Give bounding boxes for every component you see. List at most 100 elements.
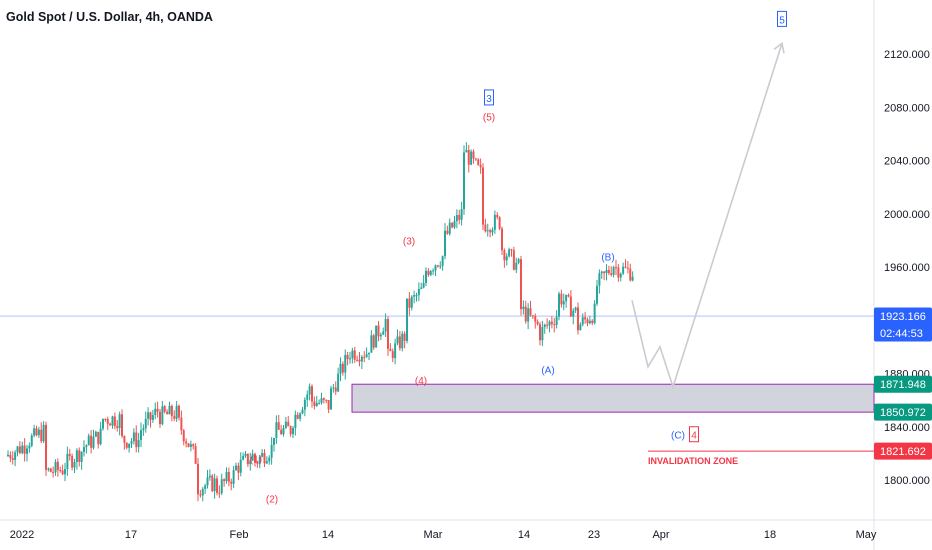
x-tick-label: 2022 <box>10 529 34 541</box>
candle-body <box>365 354 368 358</box>
candle-body <box>543 324 546 328</box>
candle-body <box>337 373 340 392</box>
candle-body <box>427 270 430 275</box>
candle-body <box>192 444 195 447</box>
candle-body <box>577 307 579 331</box>
candle-body <box>270 444 273 458</box>
candle-body <box>161 406 164 425</box>
candle-body <box>460 209 463 220</box>
candle-body <box>617 267 620 278</box>
candle-body <box>116 426 119 428</box>
candle-body <box>470 151 473 165</box>
candle-body <box>477 159 480 165</box>
y-tick-label: 1960.000 <box>884 262 930 274</box>
candle-body <box>334 387 337 392</box>
candle-body <box>379 334 382 337</box>
candle-body <box>26 448 28 454</box>
candle-body <box>432 270 435 272</box>
candle-body <box>391 351 394 359</box>
candle-body <box>491 229 494 233</box>
candle-body <box>624 266 627 268</box>
candle-body <box>75 450 78 463</box>
candle-body <box>277 422 280 430</box>
candle-body <box>322 398 325 400</box>
candle-body <box>52 471 55 473</box>
candle-body <box>33 428 36 436</box>
candle-body <box>612 267 615 275</box>
candle-body <box>596 285 598 304</box>
candle-body <box>49 468 52 472</box>
candle-body <box>246 453 249 465</box>
candle-body <box>567 294 570 297</box>
candle-body <box>429 271 432 275</box>
candle-body <box>341 363 344 373</box>
candle-body <box>455 215 458 222</box>
candle-body <box>330 388 332 410</box>
candle-body <box>420 287 423 289</box>
candle-body <box>524 306 527 322</box>
candle-body <box>256 462 259 464</box>
candle-body <box>349 358 351 360</box>
candle-body <box>406 298 408 341</box>
candle-body <box>358 359 361 362</box>
candle-body <box>168 405 171 415</box>
candle-body <box>118 414 121 428</box>
candle-body <box>263 453 266 464</box>
candle-body <box>484 224 487 232</box>
candle-body <box>320 398 323 403</box>
candle-body <box>368 352 370 355</box>
candle-body <box>546 324 549 326</box>
candle-body <box>453 221 456 228</box>
candle-body <box>622 266 625 274</box>
candle-body <box>562 301 565 305</box>
candle-body <box>94 431 97 437</box>
last-price-label-bg <box>874 307 932 342</box>
candle-body <box>11 458 14 460</box>
candle-body <box>434 265 437 271</box>
candle-body <box>121 414 123 437</box>
x-tick-label: Mar <box>424 529 443 541</box>
candle-body <box>30 435 33 446</box>
candle-body <box>187 443 190 447</box>
candle-body <box>216 478 218 493</box>
candle-body <box>125 442 128 448</box>
candle-body <box>261 453 264 457</box>
projection-arrowhead <box>773 41 785 54</box>
candle-body <box>489 230 492 233</box>
candle-body <box>403 333 406 341</box>
invalidation-price-label-bg <box>874 442 932 460</box>
candle-body <box>441 256 444 266</box>
candle-body <box>294 414 297 429</box>
candle-body <box>458 215 461 220</box>
candle-body <box>178 405 180 418</box>
candle-body <box>301 409 304 414</box>
candle-body <box>268 457 271 462</box>
candle-body <box>534 316 537 322</box>
candle-body <box>339 363 342 374</box>
candle-body <box>92 436 95 448</box>
candle-body <box>555 316 558 326</box>
candle-body <box>308 386 311 395</box>
candle-body <box>258 456 261 464</box>
candle-body <box>149 412 152 420</box>
candle-body <box>579 324 582 331</box>
candle-body <box>289 426 292 435</box>
candle-body <box>387 319 389 349</box>
candle-body <box>353 350 356 360</box>
candle-body <box>56 461 59 471</box>
candle-body <box>163 406 166 412</box>
candle-body <box>325 399 328 401</box>
candle-body <box>128 443 131 448</box>
candle-body <box>144 418 147 429</box>
wave-label-red: (1) <box>250 455 262 466</box>
candle-body <box>389 348 392 352</box>
y-tick-label: 2080.000 <box>884 102 930 114</box>
candle-body <box>147 412 150 419</box>
candle-body <box>600 271 603 274</box>
last-price-label: 1923.166 <box>880 311 926 323</box>
candle-body <box>287 421 290 427</box>
candle-body <box>204 485 207 489</box>
candle-body <box>113 416 116 427</box>
candle-body <box>593 303 596 324</box>
